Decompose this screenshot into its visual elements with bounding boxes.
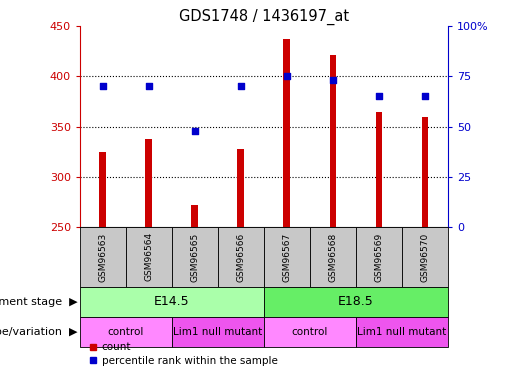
Title: GDS1748 / 1436197_at: GDS1748 / 1436197_at <box>179 9 349 25</box>
Bar <box>356 317 448 347</box>
Point <box>375 93 383 99</box>
Text: E14.5: E14.5 <box>154 296 190 308</box>
Bar <box>172 227 218 287</box>
Bar <box>264 227 310 287</box>
Point <box>283 74 291 80</box>
Bar <box>330 56 336 227</box>
Bar <box>264 287 448 317</box>
Text: GSM96566: GSM96566 <box>236 232 246 282</box>
Bar <box>126 227 172 287</box>
Point <box>99 84 107 90</box>
Legend: count, percentile rank within the sample: count, percentile rank within the sample <box>85 338 282 370</box>
Point <box>237 84 245 90</box>
Text: GSM96568: GSM96568 <box>329 232 337 282</box>
Text: GSM96563: GSM96563 <box>98 232 107 282</box>
Bar <box>80 287 264 317</box>
Point <box>145 84 153 90</box>
Point <box>421 93 429 99</box>
Text: GSM96570: GSM96570 <box>421 232 430 282</box>
Point <box>329 77 337 83</box>
Bar <box>80 317 172 347</box>
Bar <box>375 111 383 227</box>
Bar <box>264 317 356 347</box>
Bar <box>172 317 264 347</box>
Text: GSM96565: GSM96565 <box>191 232 199 282</box>
Bar <box>192 205 198 227</box>
Bar <box>218 227 264 287</box>
Bar <box>237 148 245 227</box>
Text: control: control <box>292 327 328 337</box>
Text: GSM96567: GSM96567 <box>282 232 291 282</box>
Bar <box>283 39 290 227</box>
Bar <box>356 227 402 287</box>
Text: genotype/variation  ▶: genotype/variation ▶ <box>0 327 77 337</box>
Text: control: control <box>108 327 144 337</box>
Bar <box>145 139 152 227</box>
Text: GSM96564: GSM96564 <box>144 232 153 281</box>
Bar <box>99 152 106 227</box>
Bar <box>80 227 126 287</box>
Bar <box>422 117 428 227</box>
Text: development stage  ▶: development stage ▶ <box>0 297 77 307</box>
Bar <box>402 227 448 287</box>
Text: Lim1 null mutant: Lim1 null mutant <box>357 327 447 337</box>
Text: E18.5: E18.5 <box>338 296 374 308</box>
Text: GSM96569: GSM96569 <box>374 232 384 282</box>
Bar <box>310 227 356 287</box>
Text: Lim1 null mutant: Lim1 null mutant <box>173 327 263 337</box>
Point <box>191 128 199 134</box>
